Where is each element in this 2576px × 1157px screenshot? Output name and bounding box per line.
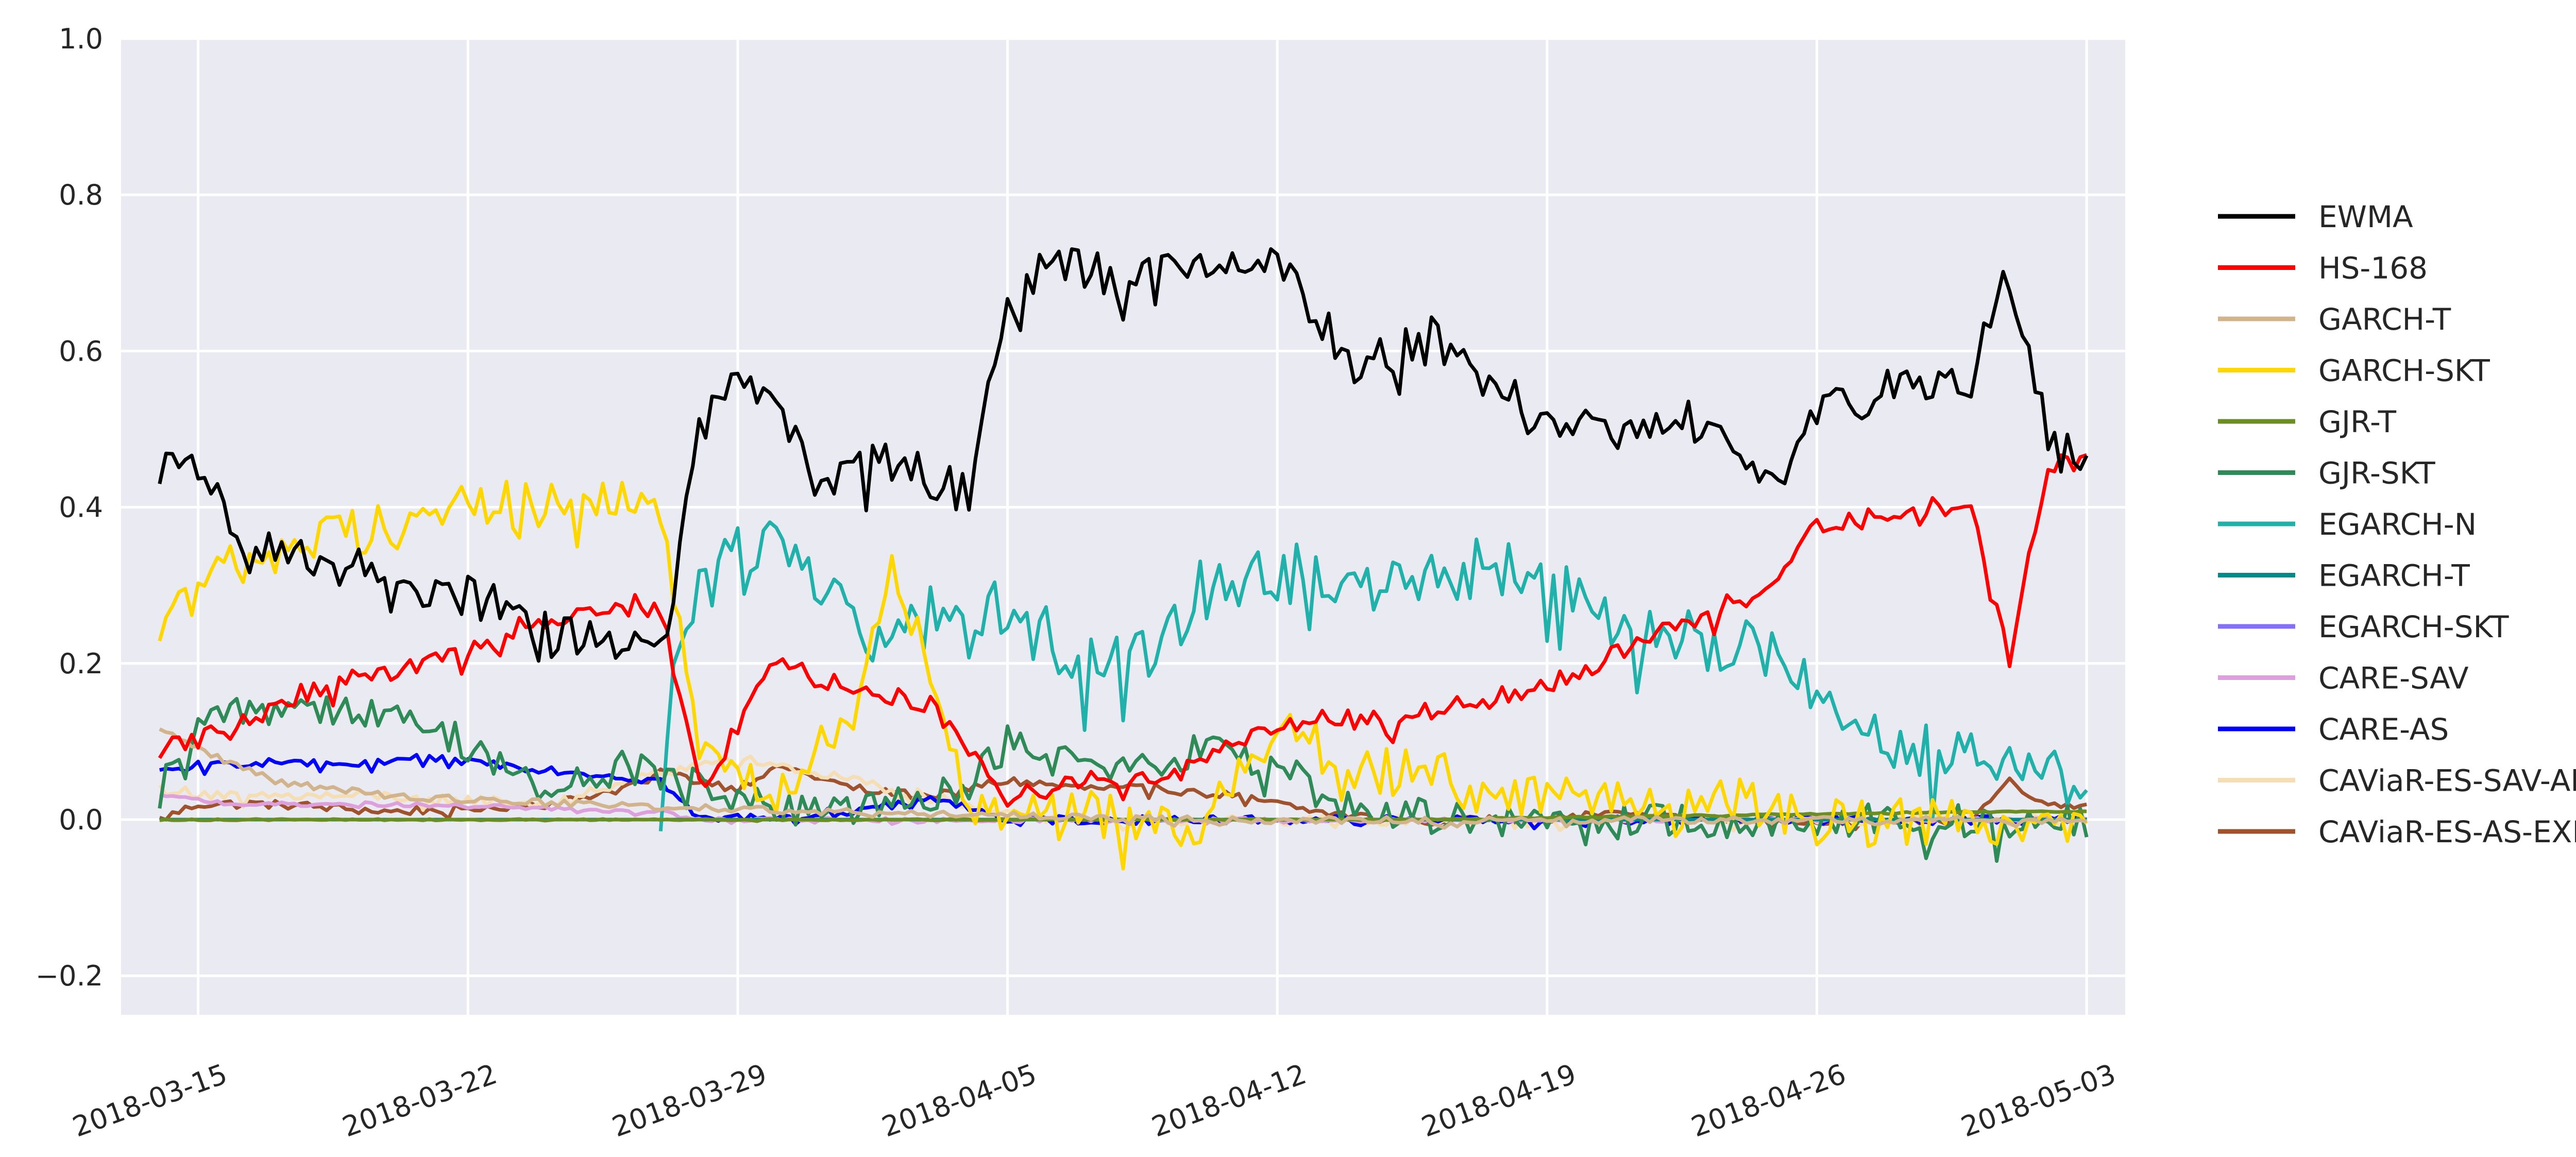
legend-label: CARE-SAV <box>2318 661 2469 696</box>
y-tick-label: 0.2 <box>59 648 103 680</box>
y-axis-ticks: −0.2 0.0 0.2 0.4 0.6 0.8 1.0 <box>36 23 103 992</box>
y-tick-label: 0.6 <box>59 335 103 367</box>
legend-label: CAViaR-ES-AS-EXP <box>2318 814 2576 849</box>
legend-label: HS-168 <box>2318 251 2428 286</box>
x-tick-label: 2018-04-12 <box>1147 1058 1310 1144</box>
legend: EWMA HS-168 GARCH-T GARCH-SKT GJR-T GJR-SKT EG… <box>2218 199 2576 849</box>
x-tick-label: 2018-04-19 <box>1417 1058 1580 1144</box>
x-tick-label: 2018-03-15 <box>69 1058 231 1144</box>
y-tick-label: 1.0 <box>59 23 103 55</box>
legend-label: EGARCH-SKT <box>2318 609 2509 644</box>
x-axis-ticks: 2018-03-15 2018-03-22 2018-03-29 2018-04-05… <box>69 1058 2120 1144</box>
x-tick-label: 2018-03-29 <box>608 1058 771 1144</box>
series-lines <box>158 247 2089 871</box>
y-tick-label: 0.0 <box>59 804 103 836</box>
legend-label: CARE-AS <box>2318 712 2449 747</box>
legend-label: GARCH-SKT <box>2318 353 2490 388</box>
x-tick-label: 2018-04-05 <box>878 1058 1041 1144</box>
legend-label: EGARCH-T <box>2318 558 2470 593</box>
series-line-egarch-n <box>658 520 2088 831</box>
legend-label: EWMA <box>2318 199 2413 234</box>
y-tick-label: 0.8 <box>59 179 103 211</box>
series-line-garch-skt <box>158 480 2088 871</box>
legend-label: GJR-SKT <box>2318 456 2435 491</box>
y-tick-label: 0.4 <box>59 491 103 524</box>
legend-label: EGARCH-N <box>2318 507 2477 542</box>
legend-label: GARCH-T <box>2318 302 2451 337</box>
series-line-garch-t <box>159 727 2087 830</box>
x-tick-label: 2018-04-26 <box>1687 1058 1850 1144</box>
legend-label: CAViaR-ES-SAV-AR <box>2318 763 2576 798</box>
series-line-hs-168 <box>158 453 2088 808</box>
series-line-ewma <box>158 247 2089 663</box>
legend-label: GJR-T <box>2318 404 2397 439</box>
x-tick-label: 2018-03-22 <box>338 1058 501 1144</box>
x-tick-label: 2018-05-03 <box>1957 1058 2120 1144</box>
y-tick-label: −0.2 <box>36 960 103 992</box>
